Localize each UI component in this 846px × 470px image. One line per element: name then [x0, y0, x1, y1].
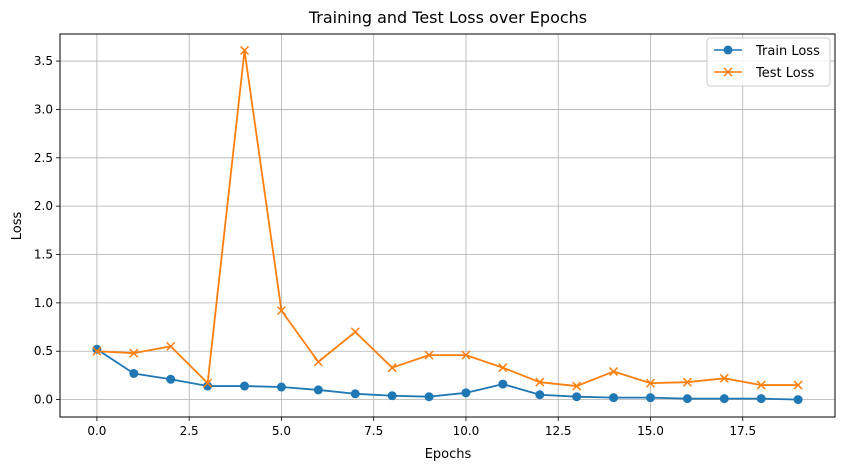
train-loss-point: [645, 393, 655, 403]
y-tick-label: 3.0: [34, 102, 53, 116]
test-loss-point: [203, 378, 213, 388]
test-loss-point: [239, 45, 250, 55]
plot-series: [92, 45, 803, 405]
x-tick-label: 10.0: [453, 424, 480, 438]
series-test-loss: [92, 45, 803, 391]
train-loss-point: [461, 388, 471, 398]
x-tick-label: 15.0: [637, 424, 664, 438]
y-tick-label: 2.0: [34, 199, 53, 213]
train-loss-point: [535, 390, 545, 400]
grid: [60, 34, 835, 417]
legend-marker-test: [723, 67, 733, 77]
axis-ticks: 0.0 2.5 5.0 7.5 10.0 12.5 15.0 17.5 0.0 0.5 1.0 1.5…: [34, 54, 756, 438]
y-tick-label: 1.0: [34, 296, 53, 310]
test-loss-point: [756, 380, 766, 390]
test-loss-point: [572, 381, 582, 391]
train-loss-point: [350, 389, 360, 399]
plot-frame: [59, 33, 836, 418]
test-loss-point: [535, 377, 545, 387]
x-tick-label: 12.5: [545, 424, 572, 438]
x-tick-label: 7.5: [364, 424, 383, 438]
train-loss-point: [719, 394, 729, 404]
train-loss-point: [793, 395, 803, 405]
test-loss-point: [498, 363, 508, 373]
legend-label-train: Train Loss: [755, 44, 820, 59]
train-loss-line: [96, 348, 799, 401]
x-tick-label: 0.0: [87, 424, 106, 438]
train-loss-point: [387, 391, 397, 401]
train-loss-point: [498, 379, 508, 389]
train-loss-point: [276, 382, 286, 392]
test-loss-point: [92, 346, 102, 356]
chart-title: Training and Test Loss over Epochs: [308, 8, 587, 27]
series-train-loss: [92, 344, 803, 405]
test-loss-line: [96, 49, 799, 387]
test-loss-point: [719, 373, 729, 383]
train-loss-point: [609, 393, 619, 403]
test-loss-point: [609, 367, 619, 377]
train-loss-point: [682, 394, 692, 404]
train-loss-point: [203, 381, 213, 391]
test-loss-point: [645, 378, 656, 388]
train-loss-point: [572, 392, 582, 402]
legend-label-test: Test Loss: [755, 66, 814, 81]
y-tick-label: 0.5: [34, 344, 53, 358]
test-loss-point: [387, 363, 397, 373]
train-loss-point: [129, 368, 139, 378]
legend: Train Loss Test Loss: [706, 37, 831, 87]
test-loss-point: [129, 348, 139, 358]
train-loss-point: [92, 344, 102, 354]
train-loss-point: [424, 392, 434, 402]
test-loss-point: [682, 377, 692, 387]
test-loss-point: [313, 357, 323, 367]
y-tick-label: 2.5: [34, 151, 53, 165]
test-loss-point: [276, 306, 286, 316]
x-tick-label: 5.0: [272, 424, 291, 438]
train-loss-point: [756, 394, 766, 404]
test-loss-point: [461, 350, 471, 360]
y-tick-label: 3.5: [34, 54, 53, 68]
legend-marker-train: [723, 45, 733, 55]
train-loss-point: [313, 385, 323, 395]
x-axis-label: Epochs: [425, 447, 472, 462]
train-loss-point: [240, 381, 250, 391]
x-tick-label: 2.5: [180, 424, 199, 438]
y-tick-label: 0.0: [34, 393, 53, 407]
test-loss-point: [166, 341, 176, 351]
test-loss-point: [424, 350, 434, 360]
test-loss-point: [793, 380, 803, 390]
x-tick-label: 17.5: [729, 424, 756, 438]
y-axis-label: Loss: [10, 212, 25, 241]
train-loss-point: [166, 374, 176, 384]
y-tick-label: 1.5: [34, 248, 53, 262]
test-loss-point: [350, 327, 360, 337]
